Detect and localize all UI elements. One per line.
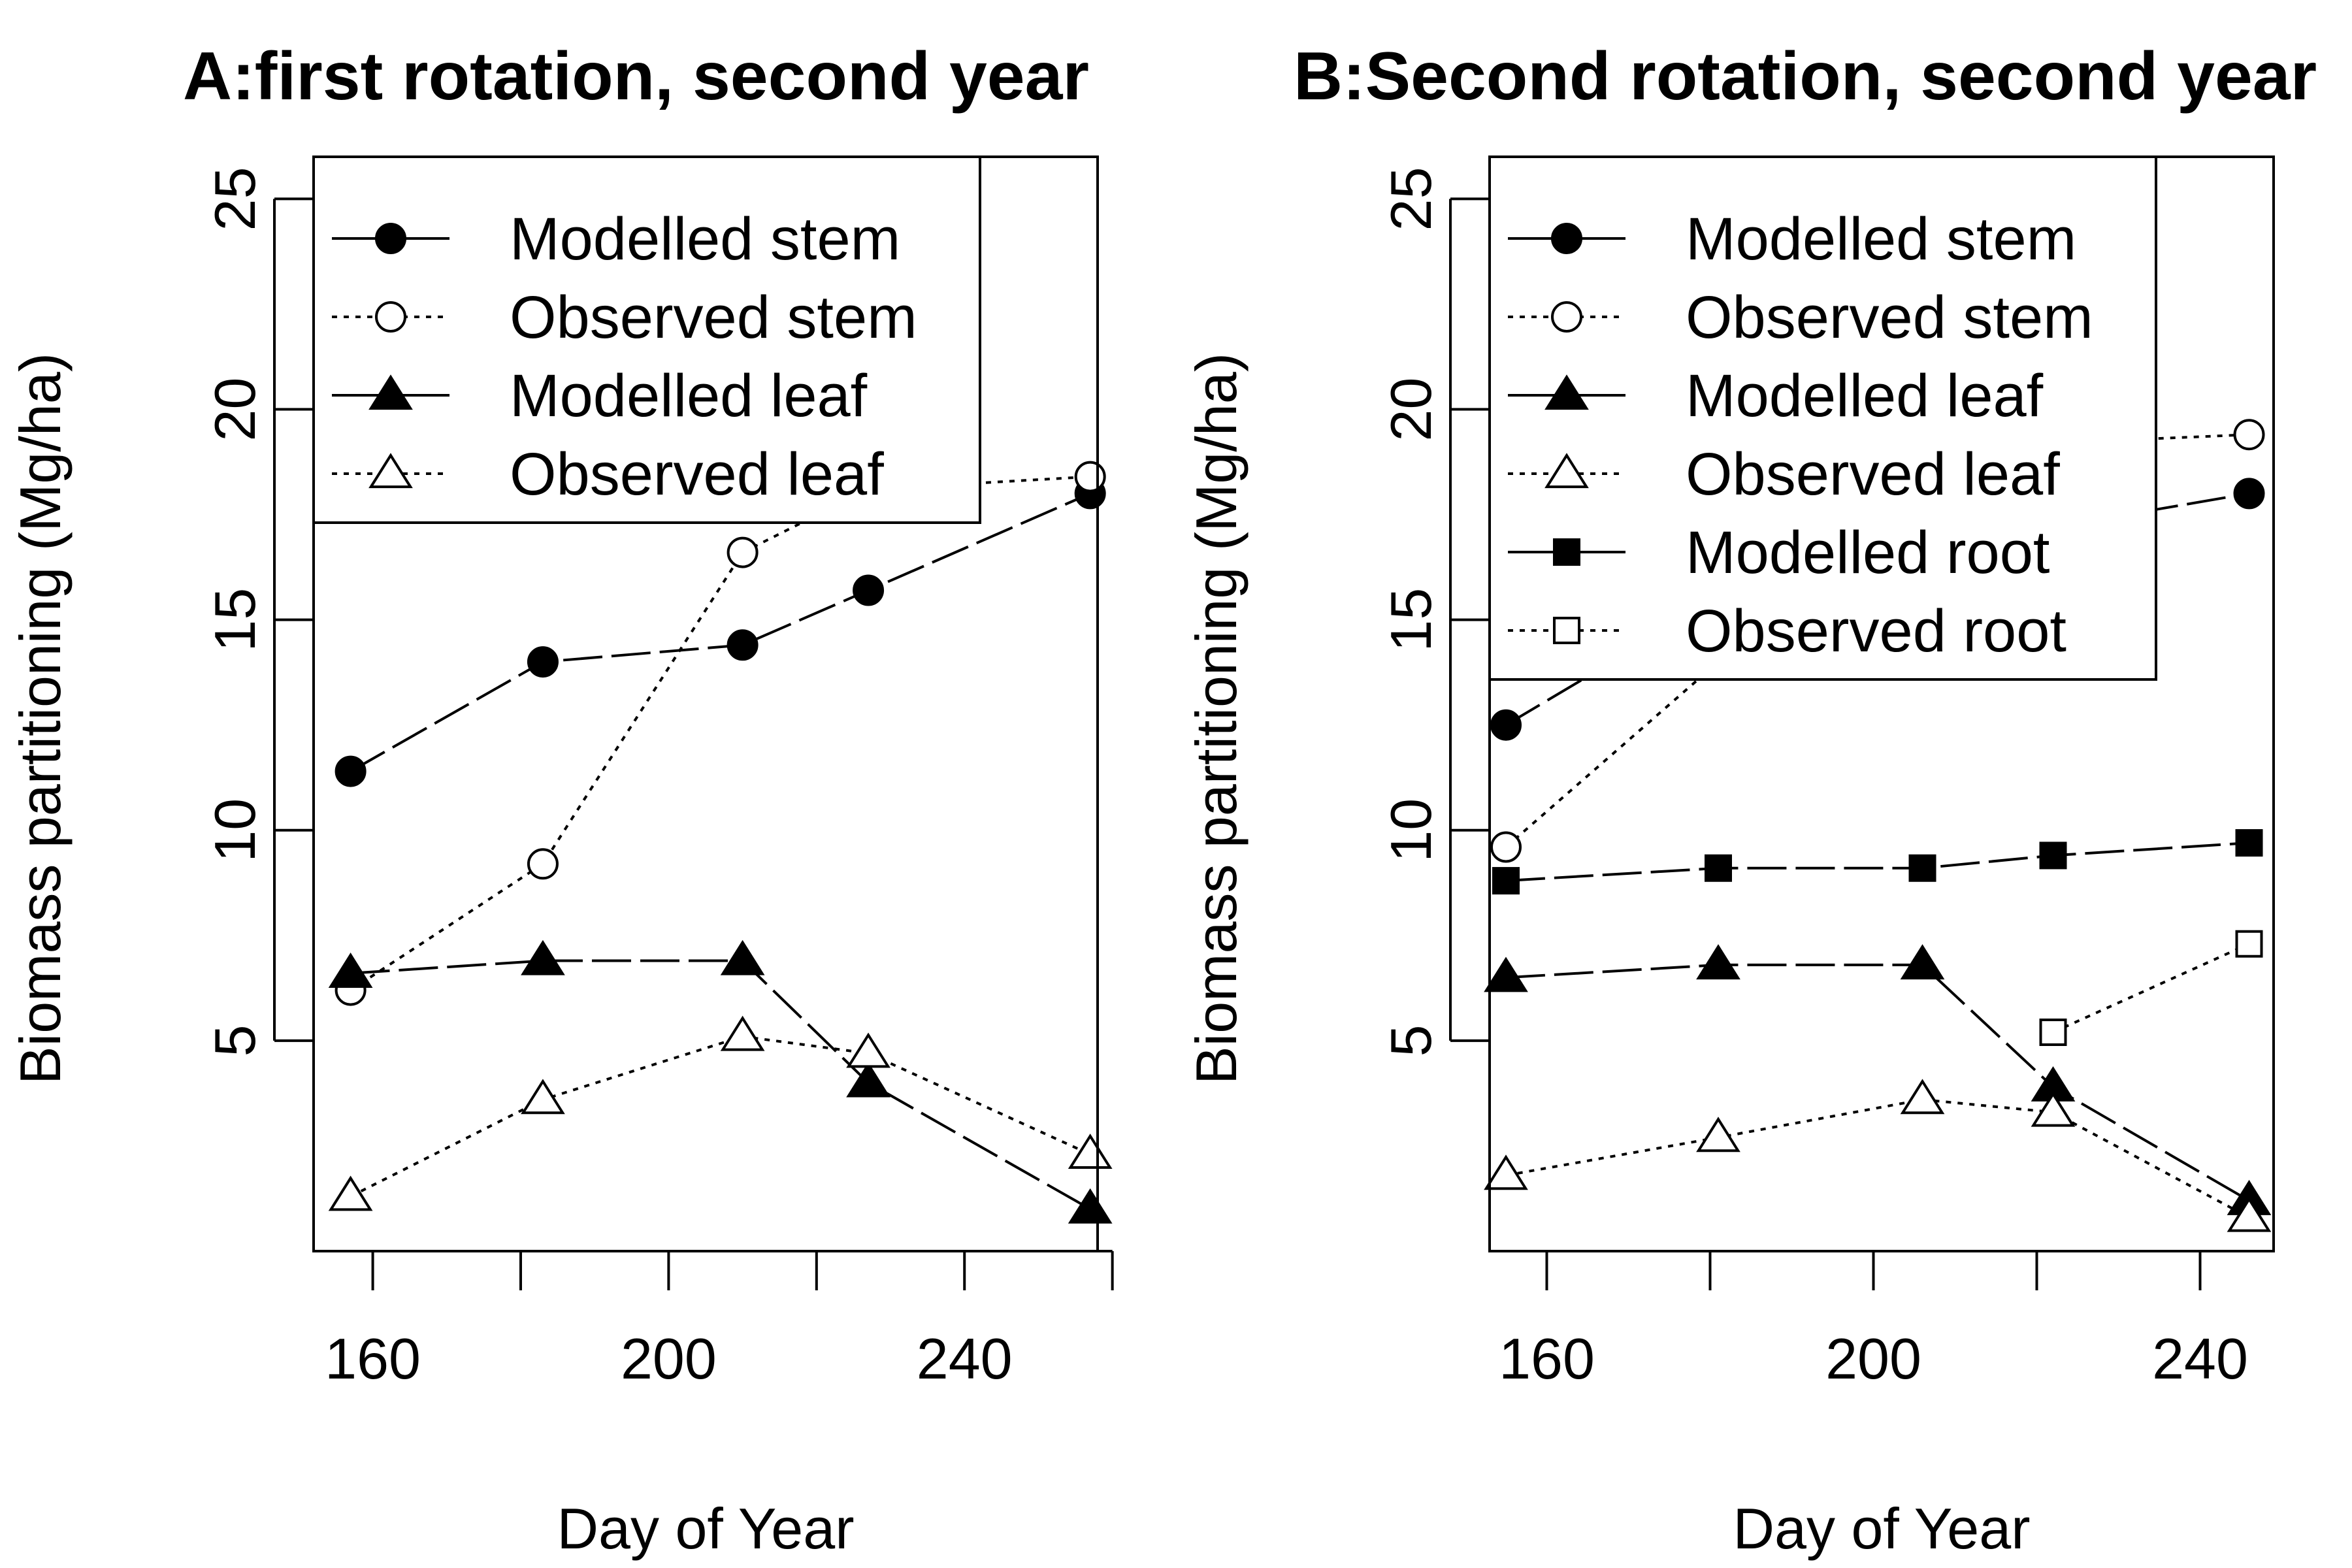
data-point-observed-stem [727, 536, 759, 568]
panel-b-plot-frame [1488, 155, 2275, 1252]
data-point-observed-leaf [1696, 1117, 1740, 1152]
data-point-observed-root [2039, 1019, 2067, 1046]
legend-label-modelled-leaf: Modelled leaf [1686, 363, 2044, 429]
data-point-modelled-stem [853, 574, 885, 606]
data-point-observed-leaf [328, 1175, 373, 1211]
legend-marker-modelled-root [1553, 538, 1580, 566]
legend-label-observed-stem: Observed stem [1686, 284, 2093, 351]
x-tick-label: 200 [621, 1326, 717, 1391]
data-point-modelled-root [2235, 829, 2263, 857]
y-tick-label: 20 [1379, 378, 1443, 442]
panel-b: B:Second rotation, second year Biomass p… [1184, 39, 2317, 1561]
data-point-observed-leaf [1068, 1134, 1113, 1169]
data-point-modelled-root [1492, 867, 1520, 895]
legend-marker-observed-stem [1551, 301, 1582, 333]
data-point-observed-leaf [2031, 1091, 2076, 1127]
y-tick-label: 15 [203, 588, 267, 652]
x-tick-label: 160 [325, 1326, 421, 1391]
data-point-modelled-stem [527, 646, 559, 678]
data-point-modelled-leaf [1696, 944, 1740, 980]
data-point-observed-stem [1490, 831, 1522, 863]
data-point-modelled-leaf [521, 939, 565, 975]
legend-label-observed-leaf: Observed leaf [1686, 441, 2060, 508]
legend-marker-modelled-stem [1551, 223, 1582, 254]
series-line-modelled-root [1505, 841, 2249, 883]
data-point-modelled-root [1705, 854, 1732, 882]
legend-label-observed-leaf: Observed leaf [510, 441, 884, 508]
series-line-modelled-stem [350, 492, 1091, 773]
legend-label-modelled-root: Modelled root [1686, 519, 2050, 586]
data-point-observed-leaf [846, 1032, 890, 1068]
y-tick-label: 15 [1379, 588, 1443, 652]
series-line-observed-root [2052, 942, 2250, 1034]
y-tick-label: 25 [203, 167, 267, 231]
x-tick-label: 160 [1499, 1326, 1595, 1391]
panel-a-title: A:first rotation, second year [183, 39, 1089, 114]
legend-label-observed-stem: Observed stem [510, 284, 917, 351]
legend-marker-modelled-leaf [1544, 374, 1589, 410]
panel-b-axes: 160 200 240 5 10 15 20 25 [1379, 167, 2248, 1391]
x-tick-label: 200 [1825, 1326, 1921, 1391]
data-point-modelled-leaf [328, 953, 373, 988]
series-line-modelled-leaf [350, 959, 1091, 1211]
data-point-modelled-leaf [1068, 1188, 1113, 1224]
data-point-modelled-stem [2233, 478, 2265, 510]
legend-box [1488, 155, 2157, 681]
legend-label-observed-root: Observed root [1686, 598, 2066, 664]
data-point-modelled-stem [335, 755, 367, 787]
panel-a-plot-frame [312, 155, 1099, 1252]
y-tick-label: 5 [203, 1024, 267, 1056]
legend-label-modelled-stem: Modelled stem [1686, 206, 2076, 272]
x-tick-label: 240 [2152, 1326, 2248, 1391]
panel-a-axes: 160 200 240 5 10 15 20 25 [203, 167, 1114, 1391]
legend-box [312, 155, 981, 524]
data-point-modelled-root [2039, 841, 2067, 870]
legend-label-modelled-stem: Modelled stem [510, 206, 900, 272]
panel-a-series-markers [328, 461, 1113, 1224]
panel-a-legend: Modelled stem Observed stem Modelled leaf O… [312, 155, 981, 524]
panel-b-x-axis-label: Day of Year [1733, 1496, 2031, 1561]
data-point-observed-leaf [1484, 1154, 1528, 1190]
data-point-modelled-leaf [1484, 956, 1528, 992]
series-line-observed-leaf [1505, 1098, 2250, 1219]
data-point-observed-stem [2233, 419, 2265, 451]
data-point-modelled-root [1908, 854, 1936, 882]
data-point-modelled-leaf [1900, 944, 1945, 980]
legend-marker-observed-root [1553, 617, 1580, 644]
data-point-observed-leaf [521, 1079, 565, 1115]
legend-marker-modelled-leaf [368, 374, 413, 410]
panel-a: A:first rotation, second year Biomass pa… [8, 39, 1114, 1561]
y-tick-label: 25 [1379, 167, 1443, 231]
y-tick-label: 5 [1379, 1024, 1443, 1056]
data-point-observed-stem [527, 848, 559, 880]
panel-a-y-axis-label: Biomass partitioning (Mg/ha) [8, 353, 73, 1085]
y-tick-label: 10 [203, 798, 267, 862]
y-tick-label: 20 [203, 378, 267, 442]
data-point-modelled-leaf [846, 1062, 890, 1098]
legend-marker-observed-stem [375, 301, 406, 333]
data-point-modelled-stem [727, 629, 759, 661]
legend-marker-observed-leaf [368, 453, 413, 489]
data-point-modelled-stem [1490, 709, 1522, 741]
series-line-observed-leaf [350, 1035, 1091, 1198]
data-point-observed-root [2235, 930, 2263, 958]
panel-a-x-axis-label: Day of Year [557, 1496, 855, 1561]
legend-marker-modelled-stem [375, 223, 406, 254]
data-point-observed-stem [1074, 461, 1106, 493]
data-point-observed-leaf [2227, 1196, 2272, 1232]
data-point-modelled-leaf [720, 939, 765, 975]
legend-marker-observed-leaf [1544, 453, 1589, 489]
legend-label-modelled-leaf: Modelled leaf [510, 363, 868, 429]
panel-a-series-lines [350, 475, 1091, 1211]
y-tick-label: 10 [1379, 798, 1443, 862]
data-point-observed-leaf [720, 1015, 765, 1051]
panel-b-legend: Modelled stem Observed stem Modelled leaf O… [1488, 155, 2157, 681]
x-tick-label: 240 [917, 1326, 1013, 1391]
series-line-observed-stem [350, 475, 1090, 992]
panel-b-title: B:Second rotation, second year [1294, 39, 2317, 114]
series-line-modelled-leaf [1505, 963, 2250, 1202]
data-point-observed-leaf [1900, 1079, 1945, 1115]
panel-b-y-axis-label: Biomass partitioning (Mg/ha) [1184, 353, 1249, 1085]
